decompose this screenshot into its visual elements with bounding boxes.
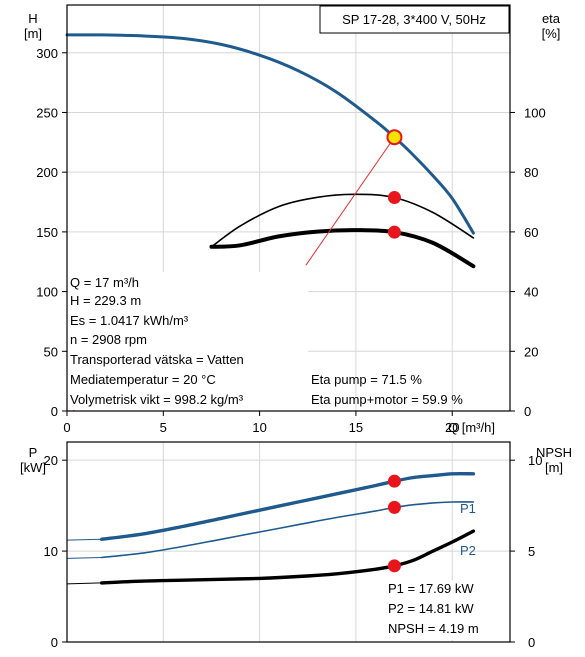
y-right-label-line1: eta: [542, 11, 561, 26]
top-y-right-tick-label: 60: [524, 225, 538, 240]
p1-curve: [100, 471, 476, 541]
duty-point-marker: [386, 129, 403, 146]
bottom-ticks: 0 10 20 0 5 10: [44, 453, 543, 650]
efficiency-marker: [387, 225, 401, 239]
annotation-eta-pump: Eta pump = 71.5 %: [311, 372, 422, 387]
top-y-left-tick-label: 50: [44, 344, 58, 359]
npsh-curve: [100, 529, 476, 585]
bottom-y-left-tick-label: 20: [44, 453, 58, 468]
legend-p2: P2: [460, 543, 476, 558]
operating-marker: [387, 500, 401, 514]
top-y-left-tick-label: 150: [36, 225, 58, 240]
annotation-h: H = 229.3 m: [70, 293, 141, 308]
top-plot-frame: [66, 4, 511, 412]
duty-point-guide-line: [305, 136, 395, 266]
eta-total-curve: [209, 228, 476, 269]
bottom-y-right-label-line2: [m]: [545, 460, 563, 475]
bottom-y-left-tick-label: 0: [51, 635, 58, 650]
bottom-y-right-tick-label: 0: [528, 635, 535, 650]
y-right-label-line2: [%]: [542, 26, 561, 41]
x-axis-label: Q [m³/h]: [448, 420, 495, 435]
top-y-right-tick-label: 100: [524, 105, 546, 120]
annotation-n: n = 2908 rpm: [70, 332, 147, 347]
chart-title-box: [319, 5, 510, 34]
bottom-y-left-label-line2: [kW]: [20, 460, 46, 475]
annotation-npsh: NPSH = 4.19 m: [388, 621, 479, 636]
top-y-right-tick-label: 80: [524, 165, 538, 180]
bottom-y-left-label-line1: P: [29, 445, 38, 460]
head-curve: [65, 33, 475, 235]
info-annotations: Q = 17 m³/h H = 229.3 m Es = 1.0417 kWh/…: [70, 275, 463, 407]
bottom-y-left-tick-label: 10: [44, 544, 58, 559]
top-y-right-tick-label: 0: [524, 404, 531, 419]
top-y-left-tick-label: 250: [36, 105, 58, 120]
operating-marker: [387, 559, 401, 573]
power-annotations: P1 = 17.69 kW P2 = 14.81 kW NPSH = 4.19 …: [388, 581, 479, 636]
top-y-left-tick-label: 0: [51, 404, 58, 419]
bottom-y-right-tick-label: 10: [528, 453, 542, 468]
p2-curve: [100, 501, 475, 559]
top-y-right-tick-label: 40: [524, 285, 538, 300]
y-left-label-line2: [m]: [24, 26, 42, 41]
bottom-series: [66, 471, 476, 585]
annotation-density: Volymetrisk vikt = 998.2 kg/m³: [70, 392, 244, 407]
chart-title: SP 17-28, 3*400 V, 50Hz: [342, 12, 486, 27]
bottom-markers: [387, 474, 401, 573]
operating-marker: [387, 474, 401, 488]
npsh-curve-shutoff: [66, 582, 102, 585]
bottom-y-right-tick-label: 5: [528, 544, 535, 559]
annotation-p1: P1 = 17.69 kW: [388, 581, 474, 596]
top-y-left-tick-label: 300: [36, 46, 58, 61]
p2-curve-shutoff: [66, 556, 102, 559]
top-x-tick-label: 20: [445, 420, 459, 435]
bottom-y-right-label-line1: NPSH: [536, 445, 572, 460]
efficiency-marker: [387, 191, 401, 205]
annotation-es: Es = 1.0417 kWh/m³: [70, 313, 189, 328]
eta-pump-curve: [210, 193, 475, 248]
power-annotation-background: [384, 580, 508, 640]
top-y-left-tick-label: 100: [36, 285, 58, 300]
top-y-left-tick-label: 200: [36, 165, 58, 180]
top-y-right-tick-label: 20: [524, 344, 538, 359]
annotation-fluid: Transporterad vätska = Vatten: [70, 352, 244, 367]
annotation-background: [68, 272, 308, 410]
annotation-temp: Mediatemperatur = 20 °C: [70, 372, 216, 387]
top-series: [65, 33, 476, 269]
top-x-tick-label: 15: [349, 420, 363, 435]
annotation-eta-pump-motor: Eta pump+motor = 59.9 %: [311, 392, 463, 407]
annotation-q: Q = 17 m³/h: [70, 275, 139, 290]
top-x-tick-label: 10: [252, 420, 266, 435]
top-x-tick-label: 5: [160, 420, 167, 435]
p1-curve-shutoff: [66, 538, 102, 541]
legend-p1: P1: [460, 501, 476, 516]
annotation-p2: P2 = 14.81 kW: [388, 601, 474, 616]
y-left-label-line1: H: [28, 11, 37, 26]
top-x-tick-label: 0: [63, 420, 70, 435]
power-npsh-chart: 0 10 20 0 5 10 P [kW] NPSH [m] P1 P2 P1 = 17.…: [20, 441, 572, 650]
bottom-plot-frame: [66, 441, 511, 643]
